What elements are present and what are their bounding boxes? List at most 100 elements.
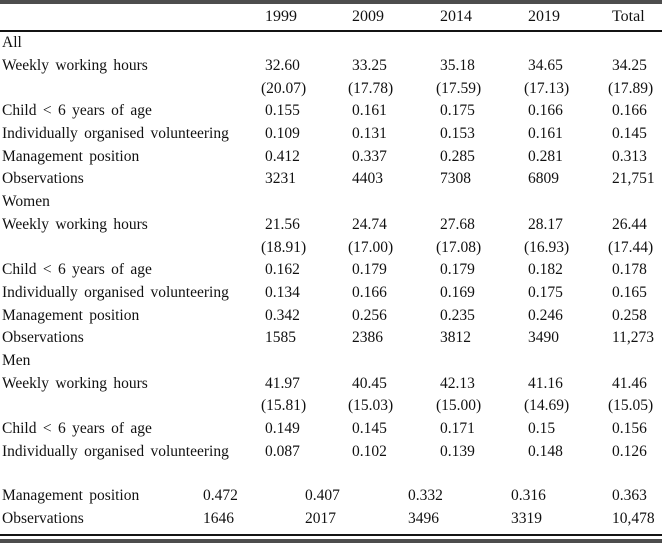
cell-value: 0.166 xyxy=(528,102,563,120)
cell-value: 0.161 xyxy=(352,102,387,120)
cell-value: 3231 xyxy=(265,170,296,188)
cell-value: 7308 xyxy=(440,170,471,188)
bottom-rule-thin xyxy=(0,534,662,537)
table-row: Observations 1646 2017 3496 3319 10,478 xyxy=(0,508,662,531)
cell-value: 0.109 xyxy=(265,125,300,143)
row-label: Weekly working hours xyxy=(2,215,148,233)
std-dev-value: (16.93) xyxy=(524,238,570,256)
std-dev-value: (17.08) xyxy=(436,238,482,256)
cell-value: 0.166 xyxy=(352,283,387,301)
row-label: Child < 6 years of age xyxy=(2,420,152,438)
section-header-row: Men xyxy=(0,350,662,373)
std-dev-value: (14.69) xyxy=(524,397,570,415)
cell-value: 28.17 xyxy=(528,215,563,233)
cell-value: 0.156 xyxy=(612,420,647,438)
section-label: Men xyxy=(2,351,31,369)
table-row: Child < 6 years of age 0.155 0.161 0.175 0.1… xyxy=(0,100,662,123)
std-dev-value: (18.91) xyxy=(261,238,307,256)
cell-value: 0.258 xyxy=(612,306,647,324)
cell-value: 0.175 xyxy=(440,102,475,120)
column-header-2014: 2014 xyxy=(440,8,472,25)
cell-value: 0.161 xyxy=(528,125,563,143)
cell-value: 0.153 xyxy=(440,125,475,143)
cell-value: 21,751 xyxy=(612,170,655,188)
cell-value: 33.25 xyxy=(352,57,387,75)
std-dev-value: (15.00) xyxy=(436,397,482,415)
cell-value: 32.60 xyxy=(265,57,300,75)
row-label: Weekly working hours xyxy=(2,57,148,75)
column-header-total: Total xyxy=(612,8,645,25)
section-label: All xyxy=(2,34,22,52)
cell-value: 41.46 xyxy=(612,374,647,392)
cell-value: 35.18 xyxy=(440,57,475,75)
cell-value: 3496 xyxy=(408,510,439,528)
cell-value: 0.472 xyxy=(203,487,238,505)
cell-value: 4403 xyxy=(352,170,383,188)
table-row: Child < 6 years of age 0.162 0.179 0.179 0.1… xyxy=(0,259,662,282)
cell-value: 0.342 xyxy=(265,306,300,324)
cell-value: 26.44 xyxy=(612,215,647,233)
table-row: Weekly working hours 32.60 33.25 35.18 34.65… xyxy=(0,55,662,78)
cell-value: 0.169 xyxy=(440,283,475,301)
cell-value: 0.178 xyxy=(612,261,647,279)
cell-value: 0.313 xyxy=(612,147,647,165)
cell-value: 27.68 xyxy=(440,215,475,233)
std-dev-value: (17.89) xyxy=(608,79,654,97)
table-row: Management position 0.412 0.337 0.285 0.281 0… xyxy=(0,145,662,168)
cell-value: 0.155 xyxy=(265,102,300,120)
cell-value: 0.126 xyxy=(612,442,647,460)
cell-value: 0.139 xyxy=(440,442,475,460)
std-dev-value: (17.44) xyxy=(608,238,654,256)
header-rule xyxy=(0,30,662,32)
cell-value: 6809 xyxy=(528,170,559,188)
table-header-row: 1999 2009 2014 2019 Total xyxy=(0,4,662,30)
cell-value: 3319 xyxy=(511,510,542,528)
cell-value: 0.145 xyxy=(612,125,647,143)
std-dev-value: (15.05) xyxy=(608,397,654,415)
table-row: Observations 3231 4403 7308 6809 21,751 xyxy=(0,168,662,191)
row-label: Child < 6 years of age xyxy=(2,102,152,120)
cell-value: 41.16 xyxy=(528,374,563,392)
cell-value: 0.412 xyxy=(265,147,300,165)
cell-value: 0.131 xyxy=(352,125,387,143)
std-dev-value: (17.00) xyxy=(348,238,394,256)
table-row: Child < 6 years of age 0.149 0.145 0.171 0.1… xyxy=(0,418,662,441)
cell-value: 40.45 xyxy=(352,374,387,392)
table-row: Individually organised volunteering 0.109… xyxy=(0,123,662,146)
std-dev-value: (15.81) xyxy=(261,397,307,415)
page-break-gap xyxy=(0,463,662,485)
table-row: Management position 0.342 0.256 0.235 0.246 0… xyxy=(0,304,662,327)
row-label: Observations xyxy=(2,170,84,188)
section-header-row: Women xyxy=(0,191,662,214)
cell-value: 34.25 xyxy=(612,57,647,75)
cell-value: 0.148 xyxy=(528,442,563,460)
table-row: Individually organised volunteering 0.087… xyxy=(0,440,662,463)
cell-value: 0.337 xyxy=(352,147,387,165)
cell-value: 0.332 xyxy=(408,487,443,505)
row-label: Management position xyxy=(2,147,140,165)
cell-value: 0.102 xyxy=(352,442,387,460)
cell-value: 0.15 xyxy=(528,420,556,438)
table-row: Management position 0.472 0.407 0.332 0.316 0… xyxy=(0,485,662,508)
cell-value: 0.134 xyxy=(265,283,300,301)
cell-value: 41.97 xyxy=(265,374,300,392)
cell-value: 0.166 xyxy=(612,102,647,120)
table-row: Observations 1585 2386 3812 3490 11,273 xyxy=(0,327,662,350)
column-header-2009: 2009 xyxy=(352,8,384,25)
cell-value: 0.179 xyxy=(352,261,387,279)
cell-value: 1585 xyxy=(265,329,296,347)
row-label: Individually organised volunteering xyxy=(2,125,229,143)
table-row: Individually organised volunteering 0.134… xyxy=(0,282,662,305)
cell-value: 0.179 xyxy=(440,261,475,279)
column-header-2019: 2019 xyxy=(528,8,560,25)
cell-value: 10,478 xyxy=(612,510,655,528)
cell-value: 1646 xyxy=(203,510,234,528)
cell-value: 0.407 xyxy=(305,487,340,505)
cell-value: 0.316 xyxy=(511,487,546,505)
cell-value: 0.281 xyxy=(528,147,563,165)
row-label: Individually organised volunteering xyxy=(2,442,229,460)
cell-value: 0.171 xyxy=(440,420,475,438)
bottom-rule-gap xyxy=(0,536,662,540)
std-dev-value: (15.03) xyxy=(348,397,394,415)
